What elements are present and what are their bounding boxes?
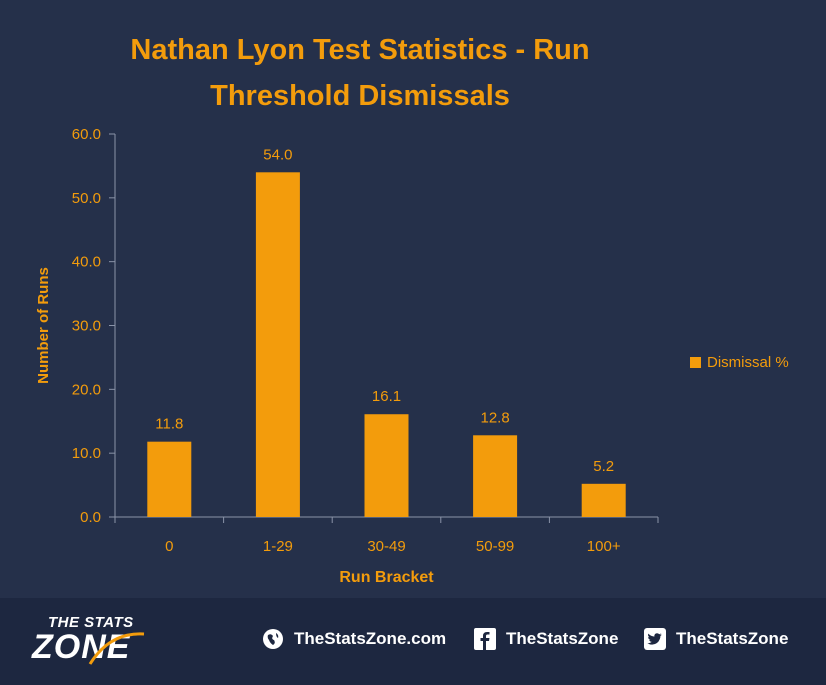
x-axis-title: Run Bracket: [339, 569, 434, 586]
bar-100+: [581, 483, 626, 517]
legend-swatch: [690, 357, 701, 368]
twitter-link[interactable]: TheStatsZone: [644, 628, 788, 650]
site-logo[interactable]: THE STATS ZONE: [30, 614, 180, 670]
logo-swoosh-icon: [88, 632, 145, 665]
twitter-text: TheStatsZone: [676, 629, 789, 648]
x-tick-label: 0: [165, 538, 173, 555]
data-label: 16.1: [372, 388, 401, 405]
y-tick-label: 0.0: [80, 509, 101, 526]
logo-text-bottom: ZONE: [32, 628, 131, 666]
bar-chart: 0.0 10.0 20.0 30.0 40.0 50.0 60.0 11.8 0 54.0 1-29…: [35, 126, 659, 586]
chart-title-line-2: Threshold Dismissals: [210, 80, 510, 112]
x-tick-label: 50-99: [476, 538, 514, 555]
data-label: 11.8: [155, 416, 183, 433]
y-axis-title: Number of Runs: [35, 267, 52, 384]
facebook-text: TheStatsZone: [506, 629, 619, 648]
data-label: 5.2: [593, 458, 614, 475]
footer: THE STATS ZONE TheStatsZone.com TheStats…: [0, 598, 826, 685]
bar-30-49: [364, 414, 409, 517]
y-tick-label: 20.0: [72, 381, 101, 398]
globe-icon: [263, 629, 283, 649]
bar-50-99: [473, 435, 518, 517]
facebook-icon: [474, 628, 496, 650]
website-text: TheStatsZone.com: [294, 629, 447, 648]
x-tick-label: 100+: [587, 538, 621, 555]
y-tick-label: 10.0: [72, 445, 101, 462]
data-label: 54.0: [263, 146, 292, 163]
website-link[interactable]: TheStatsZone.com: [262, 628, 446, 650]
twitter-icon: [644, 628, 666, 650]
bar-0: [147, 441, 192, 517]
chart-legend: Dismissal %: [690, 354, 789, 371]
chart-title-line-1: Nathan Lyon Test Statistics - Run: [130, 34, 590, 66]
logo-text-top: THE STATS: [48, 614, 134, 631]
facebook-link[interactable]: TheStatsZone: [474, 628, 618, 650]
chart-area: Nathan Lyon Test Statistics - Run Thresh…: [35, 34, 789, 586]
y-tick-label: 50.0: [72, 190, 101, 207]
x-tick-label: 1-29: [263, 538, 293, 555]
x-tick-label: 30-49: [367, 538, 405, 555]
data-label: 12.8: [480, 409, 509, 426]
y-tick-label: 40.0: [72, 254, 101, 271]
y-tick-label: 60.0: [72, 126, 101, 143]
bar-1-29: [255, 172, 300, 518]
legend-label: Dismissal %: [707, 354, 789, 371]
y-tick-label: 30.0: [72, 318, 101, 335]
